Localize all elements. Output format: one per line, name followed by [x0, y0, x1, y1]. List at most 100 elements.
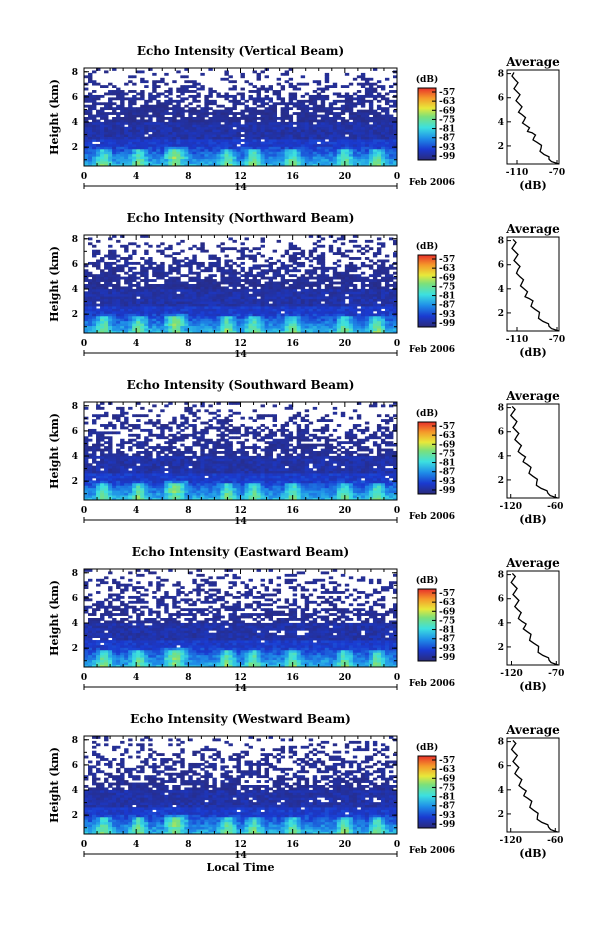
heatmap-cell: [136, 313, 141, 317]
heatmap-cell: [352, 328, 358, 331]
heatmap-cell: [84, 301, 89, 304]
heatmap-cell: [328, 153, 334, 157]
heatmap-cell: [124, 134, 129, 137]
heatmap-cell: [312, 325, 318, 329]
heatmap-cell: [312, 148, 318, 152]
heatmap-cell: [224, 126, 229, 130]
heatmap-cell: [236, 161, 241, 164]
heatmap-cell: [168, 139, 173, 142]
heatmap-cell: [244, 325, 249, 329]
heatmap-cell: [88, 161, 93, 164]
heatmap-cell: [340, 271, 346, 275]
heatmap-cell: [364, 284, 370, 287]
heatmap-cell: [200, 328, 205, 331]
heatmap-cell: [332, 269, 338, 273]
heatmap-cell: [232, 131, 237, 135]
heatmap-cell: [284, 107, 290, 111]
heatmap-cell: [364, 92, 370, 96]
heatmap-cell: [200, 320, 205, 324]
heatmap-cell: [264, 259, 269, 263]
heatmap-cell: [228, 315, 233, 319]
heatmap-cell: [84, 284, 89, 287]
heatmap-cell: [204, 146, 209, 150]
heatmap-cell: [232, 293, 237, 297]
heatmap-cell: [232, 497, 237, 501]
heatmap-cell: [252, 259, 257, 263]
heatmap-cell: [252, 143, 257, 147]
heatmap-cell: [372, 320, 378, 324]
heatmap-cell: [232, 114, 237, 118]
heatmap-cell: [328, 276, 334, 280]
heatmap-cell: [144, 269, 149, 273]
heatmap-cell: [140, 288, 145, 292]
heatmap-cell: [260, 156, 265, 160]
heatmap-cell: [208, 112, 213, 115]
heatmap-cell: [384, 288, 390, 292]
heatmap-cell: [120, 328, 125, 331]
heatmap-cell: [92, 114, 97, 118]
heatmap-cell: [208, 490, 213, 494]
heatmap-cell: [268, 291, 273, 295]
heatmap-cell: [136, 143, 141, 147]
heatmap-cell: [248, 126, 253, 130]
x-tick-label: 8: [185, 339, 191, 349]
heatmap-cell: [360, 156, 366, 160]
y-tick-label: 4: [72, 285, 78, 295]
heatmap-cell: [272, 495, 278, 498]
heatmap-cell: [252, 109, 257, 113]
heatmap-cell: [256, 495, 261, 498]
heatmap-cell: [212, 261, 217, 265]
heatmap-cell: [224, 286, 229, 290]
heatmap-cell: [252, 303, 257, 307]
heatmap-cell: [236, 497, 241, 501]
heatmap-cell: [104, 306, 109, 309]
heatmap-cell: [196, 112, 201, 115]
heatmap-cell: [168, 99, 173, 103]
heatmap-cell: [164, 131, 169, 135]
heatmap-cell: [248, 134, 253, 137]
heatmap-cell: [308, 117, 314, 120]
heatmap-cell: [144, 153, 149, 157]
heatmap-cell: [184, 158, 189, 162]
heatmap-cell: [284, 497, 290, 501]
heatmap-cell: [236, 279, 241, 282]
heatmap-cell: [360, 75, 366, 79]
heatmap-cell: [320, 274, 326, 278]
heatmap-cell: [220, 124, 225, 128]
heatmap-cell: [392, 308, 398, 312]
heatmap-cell: [84, 310, 89, 314]
heatmap-cell: [240, 143, 245, 147]
heatmap-cell: [240, 109, 245, 113]
heatmap-cell: [368, 318, 374, 322]
heatmap-cell: [216, 306, 221, 309]
heatmap-cell: [196, 281, 201, 285]
heatmap-cell: [208, 119, 213, 123]
heatmap-cell: [248, 301, 253, 304]
heatmap-cell: [88, 72, 93, 76]
heatmap-cell: [112, 328, 117, 331]
heatmap-cell: [104, 330, 109, 334]
heatmap-cell: [348, 139, 354, 142]
heatmap-cell: [184, 126, 189, 130]
heatmap-cell: [252, 296, 257, 300]
heatmap-cell: [200, 291, 205, 295]
heatmap-cell: [280, 320, 286, 324]
heatmap-cell: [348, 114, 354, 118]
heatmap-cell: [264, 153, 269, 157]
heatmap-cell: [172, 286, 177, 290]
heatmap-cell: [96, 274, 101, 278]
heatmap-cell: [96, 153, 101, 157]
heatmap-cell: [376, 274, 382, 278]
heatmap-cell: [224, 117, 229, 120]
heatmap-cell: [192, 126, 197, 130]
heatmap-cell: [304, 124, 310, 128]
heatmap-cell: [112, 107, 117, 111]
heatmap-cell: [376, 129, 382, 133]
heatmap-cell: [88, 293, 93, 297]
heatmap-cell: [352, 325, 358, 329]
heatmap-cell: [340, 497, 346, 501]
heatmap-cell: [172, 158, 177, 162]
heatmap-cell: [160, 264, 165, 268]
heatmap-cell: [348, 284, 354, 287]
heatmap-cell: [232, 323, 237, 327]
